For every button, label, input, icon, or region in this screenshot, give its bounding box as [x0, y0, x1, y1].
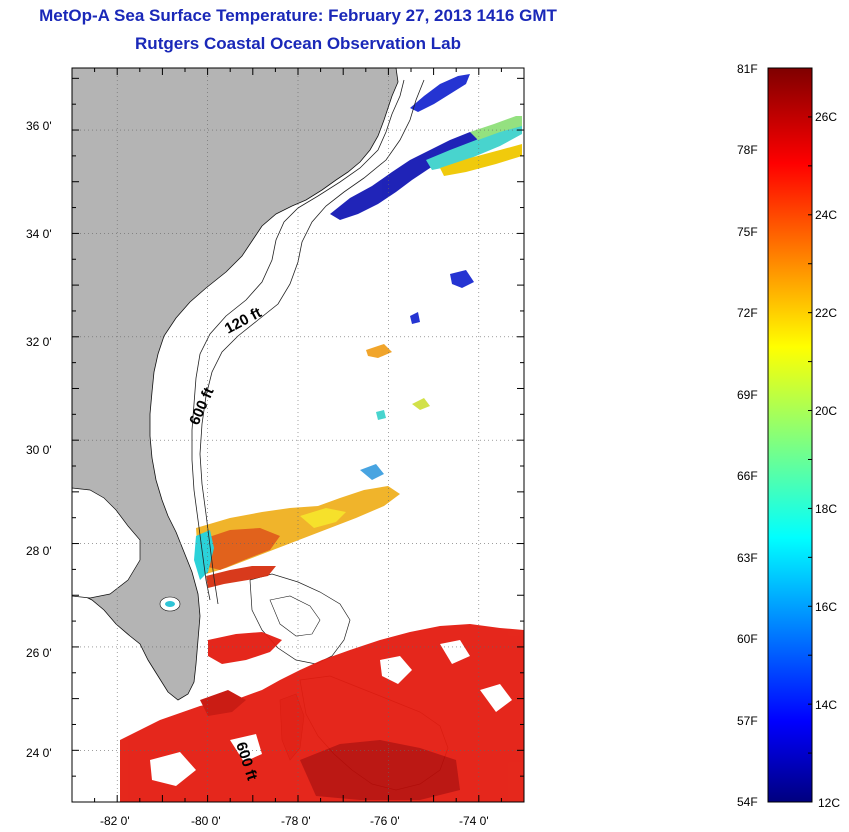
- sst-data: [120, 74, 524, 802]
- colorbar-c-label: 18C: [815, 502, 838, 516]
- lon-label: -74 0': [459, 814, 489, 828]
- map-subtitle: Rutgers Coastal Ocean Observation Lab: [135, 34, 461, 53]
- colorbar-f-label: 78F: [737, 143, 758, 157]
- colorbar-c-label: 16C: [815, 600, 838, 614]
- colorbar-c-label: 24C: [815, 208, 838, 222]
- lat-label: 36 0': [26, 119, 52, 133]
- colorbar-c-label: 22C: [815, 306, 838, 320]
- colorbar-c-label: 14C: [815, 698, 838, 712]
- isobath-600ft: [199, 79, 425, 605]
- lat-label: 34 0': [26, 227, 52, 241]
- colorbar-c-label: 26C: [815, 110, 838, 124]
- colorbar-f-label: 60F: [737, 632, 758, 646]
- colorbar-f-label: 69F: [737, 388, 758, 402]
- colorbar-c-label: 20C: [815, 404, 838, 418]
- map-title: MetOp-A Sea Surface Temperature: Februar…: [39, 6, 557, 25]
- land-mainland: [72, 68, 399, 701]
- colorbar-f-label: 72F: [737, 306, 758, 320]
- sst-map: 120 ft 600 ft 600 ft: [71, 67, 525, 803]
- colorbar-f-label: 54F: [737, 795, 758, 809]
- lat-label: 24 0': [26, 746, 52, 760]
- graticule: [72, 68, 524, 802]
- colorbar-f-label: 81F: [737, 62, 758, 76]
- colorbar-f-label: 75F: [737, 225, 758, 239]
- lat-label: 30 0': [26, 443, 52, 457]
- lat-label: 28 0': [26, 544, 52, 558]
- colorbar-gradient: [767, 67, 813, 803]
- lat-label: 26 0': [26, 646, 52, 660]
- colorbar-f-label: 66F: [737, 469, 758, 483]
- isobath-120ft: [191, 79, 405, 601]
- lon-label: -76 0': [370, 814, 400, 828]
- colorbar-f-label: 63F: [737, 551, 758, 565]
- lon-label: -80 0': [191, 814, 221, 828]
- colorbar-f-label: 57F: [737, 714, 758, 728]
- lon-label: -82 0': [100, 814, 130, 828]
- lon-label: -78 0': [281, 814, 311, 828]
- colorbar-c-label: 12C: [818, 796, 841, 810]
- lat-label: 32 0': [26, 335, 52, 349]
